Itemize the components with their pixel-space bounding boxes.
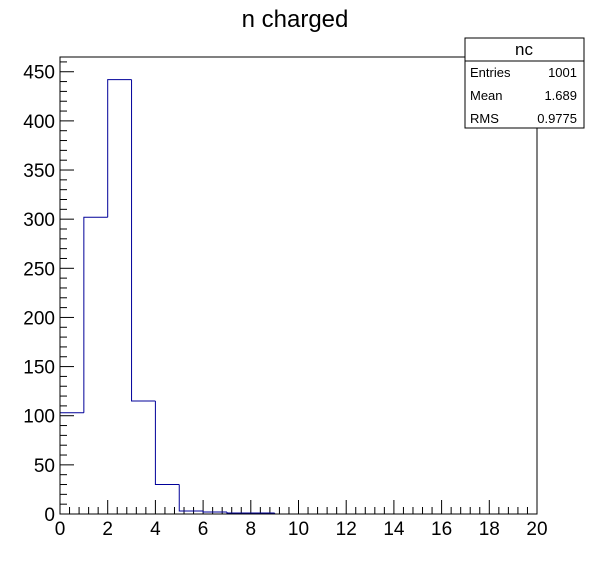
histogram-bin (107, 79, 132, 218)
y-tick-label: 450 (23, 63, 55, 84)
y-tick-label: 350 (23, 161, 55, 182)
x-tick-label: 8 (246, 519, 257, 540)
x-tick-label: 4 (150, 519, 161, 540)
histogram-bin (226, 512, 251, 514)
y-tick-label: 0 (44, 505, 55, 526)
stats-name: nc (515, 40, 533, 59)
histogram-bin (154, 400, 180, 486)
histogram-bin (59, 412, 84, 514)
histogram-bin (131, 79, 156, 402)
x-tick-label: 6 (198, 519, 209, 540)
y-tick-label: 50 (34, 456, 55, 477)
stats-entries-value: 1001 (548, 65, 577, 80)
y-tick-label: 100 (23, 407, 55, 428)
stats-mean-value: 1.689 (544, 88, 577, 103)
x-tick-label: 10 (288, 519, 309, 540)
y-tick-label: 300 (23, 210, 55, 231)
axes: 0 50 100 150 200 250 300 350 400 450 0 2 4 6 8 10 12 14 16… (23, 61, 548, 540)
chart-title: n charged (242, 6, 349, 33)
y-tick-label: 400 (23, 112, 55, 133)
x-tick-label: 18 (479, 519, 500, 540)
histogram-bin (202, 511, 227, 513)
stats-box-frame (464, 37, 585, 129)
stats-mean-label: Mean (470, 88, 503, 103)
histogram-bin (83, 216, 108, 413)
y-tick-label: 150 (23, 358, 55, 379)
x-tick-label: 0 (55, 519, 66, 540)
histogram-bin (178, 484, 204, 512)
plot-frame (59, 56, 538, 515)
x-tick-label: 20 (526, 519, 547, 540)
stats-rms-label: RMS (470, 111, 499, 126)
histogram-series (59, 79, 537, 515)
x-tick-label: 14 (383, 519, 405, 540)
x-tick-label: 16 (431, 519, 452, 540)
x-tick-label: 2 (102, 519, 113, 540)
stats-entries-label: Entries (470, 65, 511, 80)
y-tick-label: 250 (23, 259, 55, 280)
stats-box: nc Entries 1001 Mean 1.689 RMS 0.9775 (464, 37, 585, 129)
stats-rms-value: 0.9775 (537, 111, 577, 126)
x-tick-label: 12 (336, 519, 357, 540)
y-tick-label: 200 (23, 308, 55, 329)
